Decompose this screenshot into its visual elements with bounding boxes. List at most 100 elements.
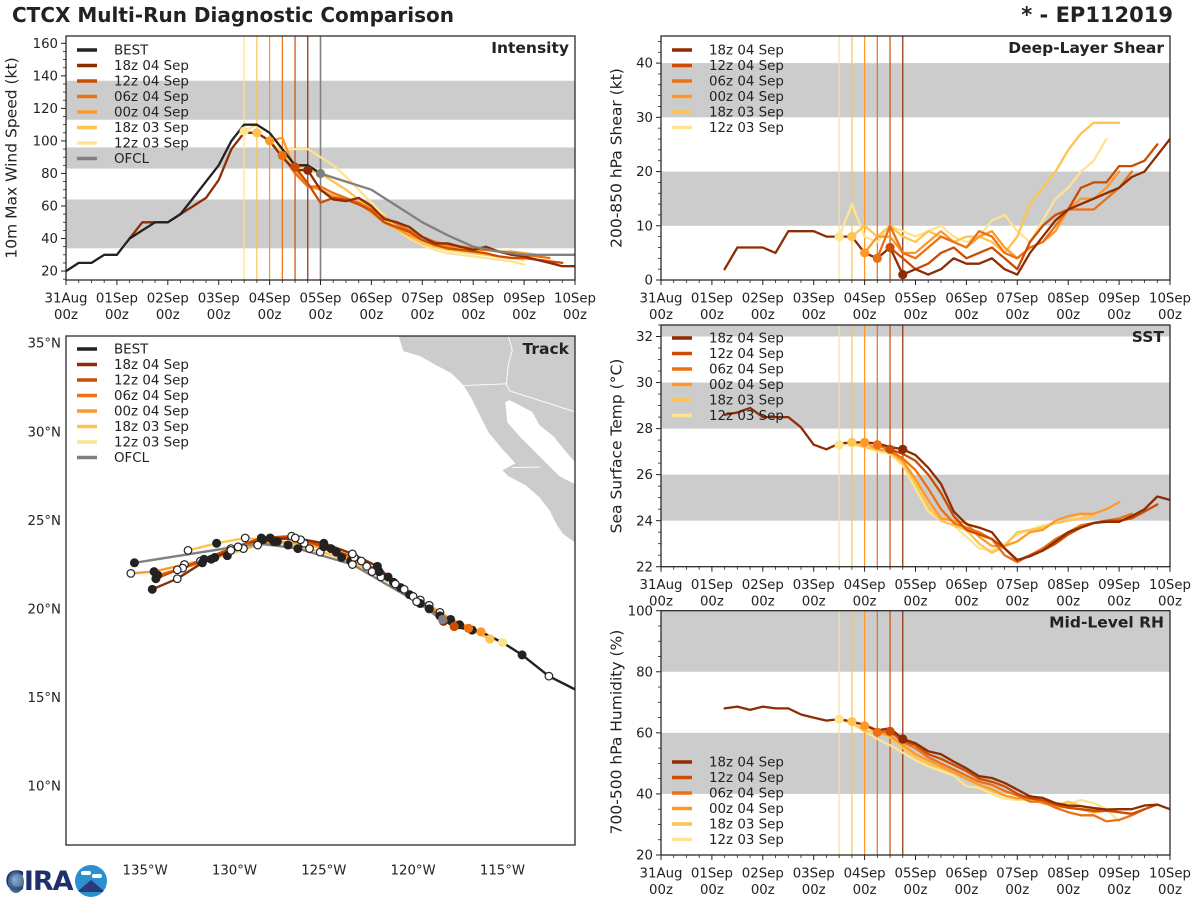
cloud-icon [92,874,102,878]
legend-label: 06z 04 Sep [709,75,784,90]
x-tick-sublabel: 00z [1056,883,1080,898]
track-position-marker-open [172,565,182,575]
x-tick-sublabel: 00z [954,883,978,898]
legend-label: BEST [114,343,149,358]
track-position-marker [337,552,347,562]
legend-item-18z-03-sep: 18z 03 Sep [77,121,189,136]
init-marker-12z-04-sep [885,726,895,736]
x-tick-label: 06Sep [945,867,987,882]
init-marker-12z-04-sep [885,444,895,454]
x-tick-label: 06Sep [350,292,392,307]
track-position-marker-open [544,671,554,681]
x-tick-label: 01Sep [691,292,733,307]
y-tick-label: 30 [636,376,653,391]
x-tick-sublabel: 00z [904,883,928,898]
x-tick-label: 03Sep [793,578,835,593]
legend-label: 00z 04 Sep [709,90,784,105]
x-tick-sublabel: 00z [649,308,673,323]
legend-label: 12z 03 Sep [709,121,784,136]
legend-label: 12z 03 Sep [114,137,189,152]
init-marker-18z-03-sep [847,437,857,447]
track-position-marker-open [172,574,182,584]
y-axis-label: 200-850 hPa Shear (kt) [608,68,626,248]
legend-item-18z-04-sep: 18z 04 Sep [77,59,189,74]
init-marker-06z-04-sep [872,253,882,263]
init-marker-00z-04-sep [265,136,275,146]
land-mass [398,336,575,542]
y-tick-label: 24 [636,514,653,529]
y-tick-label: 60 [41,200,58,215]
rh-plot-area [661,610,1170,855]
track-position-marker [372,561,382,571]
legend-item-18z-03-sep: 18z 03 Sep [672,818,784,833]
plot-frame [65,335,576,846]
x-tick-label: 09Sep [503,292,545,307]
figure-title: CTCX Multi-Run Diagnostic Comparison [12,3,454,27]
init-marker-18z-03-sep [847,232,857,242]
lat-tick-label: 25°N [27,514,61,529]
y-tick-label: 80 [41,167,58,182]
y-tick-label: 0 [645,274,653,289]
legend-item-12z-04-sep: 12z 04 Sep [77,75,189,90]
x-tick-sublabel: 00z [156,308,180,323]
legend-item-18z-03-sep: 18z 03 Sep [77,420,189,435]
legend-label: 00z 04 Sep [114,405,189,420]
series-line-00z-04-sep [863,441,1121,548]
sst-panel: 22 24 26 28 30 32 31Aug 00z 01Sep 00z 02Sep 00z 03Se… [608,324,1191,610]
cloud-icon [81,871,91,875]
lat-tick-label: 15°N [27,691,61,706]
series-line-00z-04-sep [863,170,1121,260]
x-tick-label: 09Sep [1098,292,1140,307]
x-tick-sublabel: 00z [1107,883,1131,898]
series-line-18z-04-sep [723,705,1170,811]
x-tick-sublabel: 00z [563,308,587,323]
track-position-marker-open [399,584,409,594]
x-tick-label: 07Sep [401,292,443,307]
y-tick-label: 30 [636,111,653,126]
legend-item-12z-04-sep: 12z 04 Sep [672,347,784,362]
y-tick-label: 80 [636,665,653,680]
lat-tick-label: 35°N [27,337,61,352]
legend-label: 12z 04 Sep [114,75,189,90]
x-tick-label: 10Sep [1149,867,1191,882]
x-tick-label: 31Aug [45,292,88,307]
shade-band [661,382,1170,429]
init-marker-00z-04-sep [860,248,870,258]
lon-tick-label: 120°W [391,864,436,879]
init-marker-ofcl [315,168,326,179]
x-tick-sublabel: 00z [1158,883,1182,898]
legend-label: 18z 03 Sep [709,818,784,833]
globe-icon [8,871,24,893]
legend-item-12z-03-sep: 12z 03 Sep [672,121,784,136]
x-tick-label: 03Sep [793,867,835,882]
series-line-12z-03-sep [837,443,1083,552]
x-tick-label: 04Sep [844,867,886,882]
track-position-marker-open [126,569,136,578]
cira-logo: CIRA [5,865,107,899]
x-tick-label: 02Sep [147,292,189,307]
track-position-marker-open [305,544,314,554]
x-tick-sublabel: 00z [461,308,485,323]
x-tick-label: 07Sep [996,292,1038,307]
x-tick-sublabel: 00z [751,308,775,323]
shade-band [661,325,1170,337]
legend-label: 06z 04 Sep [114,389,189,404]
legend-item-12z-04-sep: 12z 04 Sep [672,771,784,786]
x-tick-label: 08Sep [1047,292,1089,307]
legend-label: BEST [114,44,149,59]
track-position-marker [293,544,303,554]
x-tick-sublabel: 00z [700,883,724,898]
x-tick-label: 06Sep [945,292,987,307]
legend-label: 12z 04 Sep [709,347,784,362]
legend-item-12z-04-sep: 12z 04 Sep [672,59,784,74]
legend-item-12z-03-sep: 12z 03 Sep [77,436,189,451]
x-tick-sublabel: 00z [1005,308,1029,323]
x-tick-sublabel: 00z [649,883,673,898]
track-position-marker-open [183,545,193,555]
y-tick-label: 22 [636,560,653,575]
legend-item-06z-04-sep: 06z 04 Sep [672,75,784,90]
x-tick-sublabel: 00z [700,308,724,323]
y-tick-label: 140 [33,69,58,84]
track-position-marker [212,538,222,548]
track-map-area [126,336,575,691]
